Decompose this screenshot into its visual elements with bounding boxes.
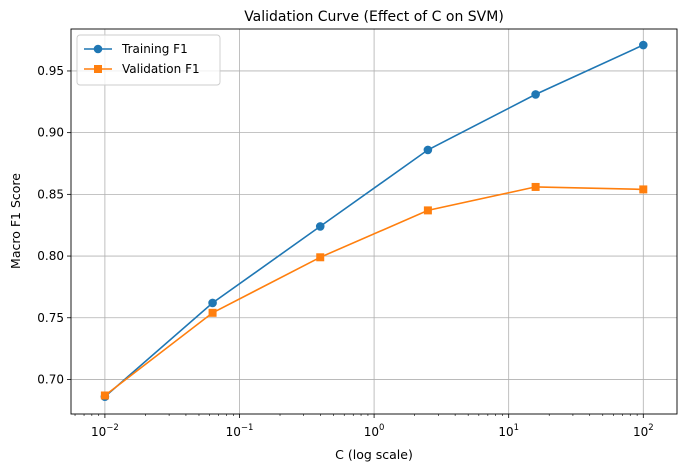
y-tick-label: 0.75: [37, 311, 64, 325]
legend-marker-1: [94, 65, 102, 73]
series-point-1: [423, 206, 432, 215]
x-tick-label: 10−2: [91, 423, 119, 439]
series-point-0: [208, 298, 217, 308]
y-axis-label: Macro F1 Score: [8, 173, 23, 269]
legend-marker-0: [93, 44, 103, 54]
series-point-0: [531, 90, 540, 99]
x-tick-label: 102: [633, 423, 654, 439]
series-point-0: [638, 40, 648, 50]
series-point-1: [639, 185, 648, 194]
x-tick-label: 101: [498, 423, 519, 439]
x-tick-label: 100: [364, 423, 385, 439]
series-point-1: [100, 391, 109, 400]
y-tick-label: 0.90: [37, 126, 64, 140]
chart-title: Validation Curve (Effect of C on SVM): [244, 9, 504, 25]
series-point-1: [316, 253, 325, 262]
series-layer: [100, 40, 648, 402]
y-tick-label: 0.85: [37, 187, 64, 201]
legend-label-1: Validation F1: [122, 62, 200, 76]
x-tick-label: 10−1: [226, 423, 254, 439]
x-axis-label: C (log scale): [335, 447, 413, 462]
legend-label-0: Training F1: [121, 42, 188, 56]
series-point-1: [531, 182, 540, 191]
y-tick-label: 0.70: [37, 372, 64, 386]
y-tick-label: 0.95: [37, 64, 64, 78]
grid-lines: [71, 29, 677, 414]
axis-ticks: 0.70 0.75 0.80 0.85 0.90 0.95 10−2 10−1 100 101 10…: [37, 64, 653, 439]
series-line-0: [104, 44, 644, 398]
series-point-0: [423, 145, 433, 155]
series-point-0: [315, 222, 325, 231]
series-line-1: [104, 186, 644, 397]
legend-box: [76, 34, 221, 86]
legend: Training F1 Validation F1: [76, 34, 221, 86]
y-tick-label: 0.80: [37, 249, 64, 263]
series-point-1: [208, 308, 217, 317]
